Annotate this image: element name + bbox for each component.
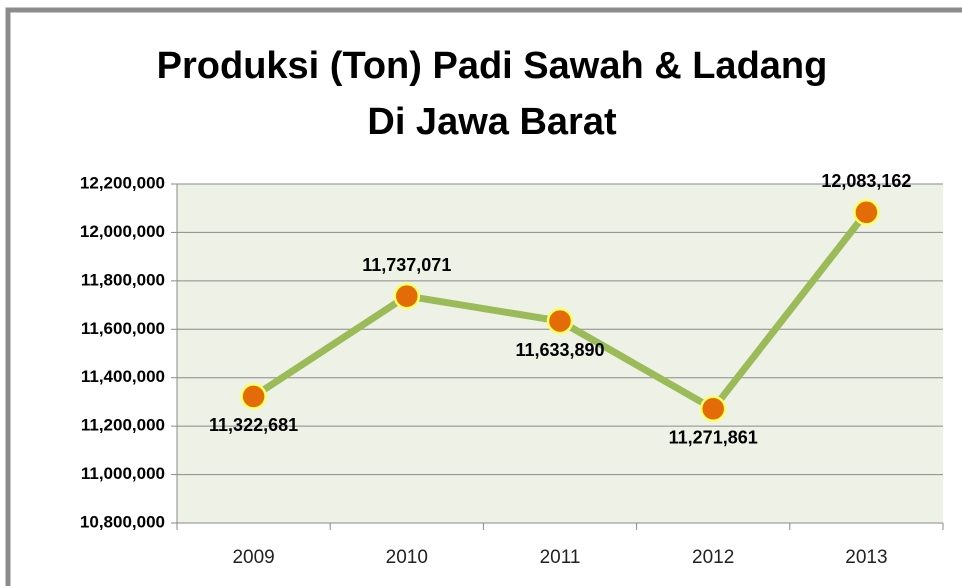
value-label: 11,737,071: [362, 255, 451, 275]
marker: [393, 282, 421, 310]
x-tick-label: 2013: [845, 547, 887, 568]
y-tick-label: 12,200,000: [80, 173, 165, 192]
y-tick-label: 11,600,000: [81, 319, 165, 338]
value-label: 11,633,890: [515, 340, 604, 360]
x-tick-label: 2012: [692, 547, 734, 568]
y-tick-label: 11,800,000: [81, 270, 165, 289]
marker: [699, 395, 727, 422]
plot-area: [177, 184, 943, 523]
chart-title: Di Jawa Barat: [367, 101, 617, 143]
x-tick-label: 2009: [232, 547, 274, 568]
marker: [546, 307, 574, 335]
marker: [240, 383, 267, 410]
chart-title: Produksi (Ton) Padi Sawah & Ladang: [157, 45, 828, 87]
x-tick-label: 2010: [386, 547, 428, 568]
y-tick-label: 12,000,000: [80, 222, 165, 241]
y-tick-label: 11,200,000: [81, 416, 165, 435]
value-label: 11,271,861: [669, 427, 758, 447]
marker: [853, 199, 880, 226]
y-tick-label: 11,400,000: [81, 367, 165, 386]
x-tick-label: 2011: [540, 547, 581, 568]
value-label: 11,322,681: [209, 415, 298, 435]
value-label: 12,083,162: [821, 171, 911, 191]
y-tick-label: 10,800,000: [80, 512, 165, 531]
y-tick-label: 11,000,000: [81, 464, 165, 483]
